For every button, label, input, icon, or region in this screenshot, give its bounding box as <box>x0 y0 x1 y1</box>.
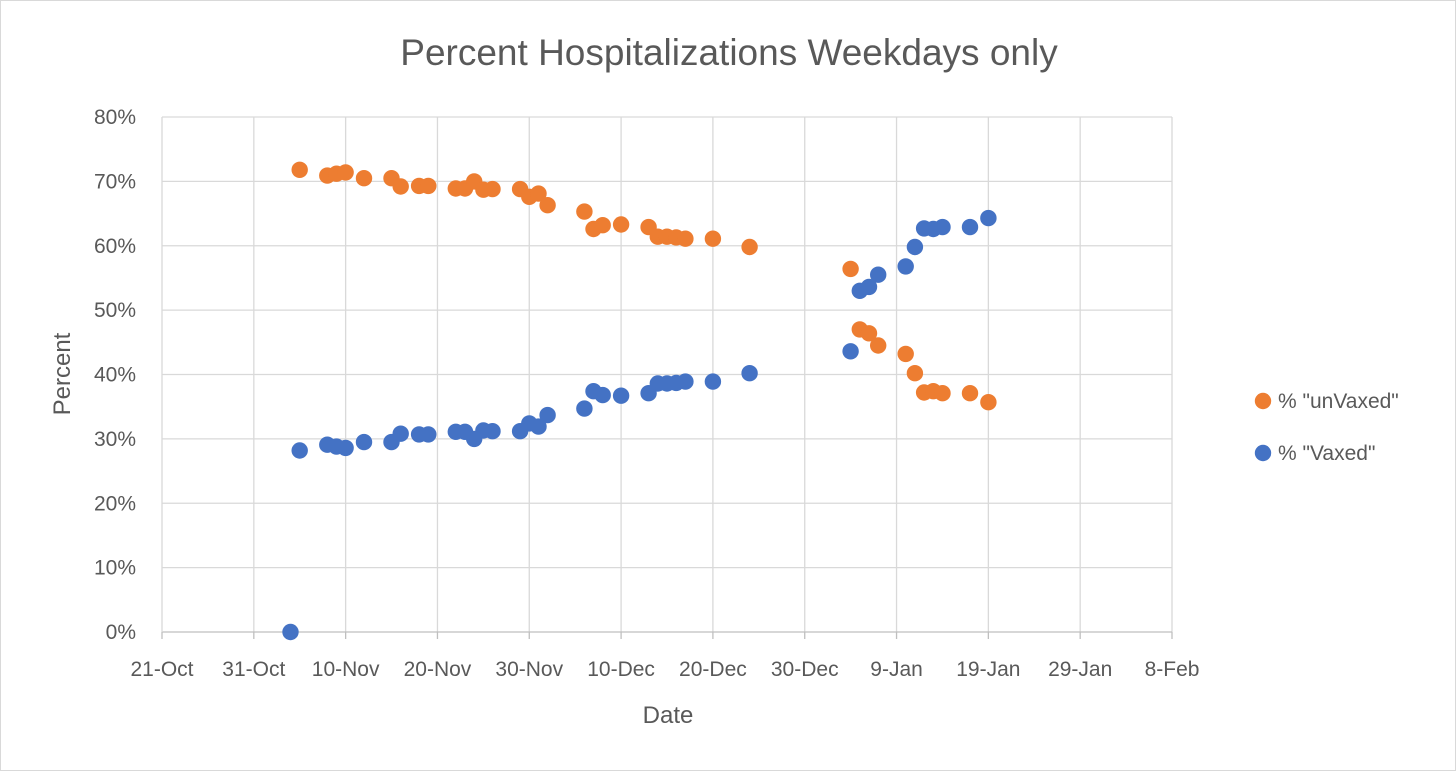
x-tick-label: 8-Feb <box>1145 658 1200 681</box>
data-point <box>576 203 593 220</box>
data-point <box>842 260 859 278</box>
x-tick-label: 30-Dec <box>771 658 839 681</box>
data-point <box>612 216 630 233</box>
data-point <box>337 164 354 181</box>
data-point <box>934 385 951 402</box>
chart-title: Percent Hospitalizations Weekdays only <box>400 32 1058 73</box>
data-point <box>392 178 409 195</box>
y-tick-label: 30% <box>94 428 136 451</box>
axes <box>161 117 1173 639</box>
legend-label: % "Vaxed" <box>1278 442 1375 465</box>
data-point <box>870 266 887 283</box>
x-tick-label: 20-Dec <box>679 658 747 681</box>
x-tick-label: 30-Nov <box>495 658 563 681</box>
gridlines <box>162 116 1173 632</box>
data-point <box>961 385 979 402</box>
data-point <box>392 425 409 442</box>
legend-label: % "unVaxed" <box>1278 390 1399 413</box>
x-axis-tick-labels: 21-Oct 31-Oct 10-Nov 20-Nov 30-Nov 10-Dec 20-D… <box>130 658 1199 681</box>
x-tick-label: 31-Oct <box>222 658 285 681</box>
y-tick-label: 70% <box>94 170 136 193</box>
data-point <box>420 177 437 195</box>
y-tick-label: 80% <box>94 106 136 129</box>
y-tick-label: 10% <box>94 557 136 580</box>
y-axis-title: Percent <box>49 332 76 415</box>
data-point <box>291 161 308 178</box>
data-point <box>484 180 501 198</box>
data-point <box>612 387 630 404</box>
y-tick-label: 40% <box>94 364 136 387</box>
data-point <box>741 365 758 382</box>
data-point <box>677 373 694 390</box>
data-point <box>594 217 611 234</box>
data-point <box>897 345 914 363</box>
legend-marker <box>1254 392 1272 410</box>
data-point <box>704 230 722 247</box>
legend-marker <box>1254 444 1272 462</box>
data-point <box>934 218 951 236</box>
legend: % "unVaxed" % "Vaxed" <box>1254 390 1399 465</box>
data-point <box>906 365 924 382</box>
data-point <box>961 218 979 236</box>
data-point <box>677 230 694 247</box>
data-point <box>355 433 373 451</box>
x-tick-label: 19-Jan <box>956 658 1020 681</box>
data-point <box>291 442 308 459</box>
data-point <box>741 238 758 256</box>
data-point <box>539 197 556 214</box>
series-unvaxed <box>291 161 997 411</box>
y-tick-label: 50% <box>94 299 136 322</box>
data-point <box>355 170 373 187</box>
series-vaxed <box>282 209 997 641</box>
x-tick-label: 21-Oct <box>130 658 193 681</box>
data-point <box>594 386 611 404</box>
data-point <box>282 623 299 641</box>
data-point <box>337 439 354 457</box>
data-point <box>530 185 547 202</box>
x-tick-label: 10-Dec <box>587 658 655 681</box>
data-point <box>870 337 887 354</box>
y-tick-label: 20% <box>94 492 136 515</box>
data-point <box>420 426 437 443</box>
data-points <box>282 161 997 641</box>
x-tick-label: 20-Nov <box>404 658 472 681</box>
data-point <box>897 258 914 275</box>
data-point <box>484 423 501 440</box>
data-point <box>576 400 593 417</box>
data-point <box>842 343 859 360</box>
data-point <box>860 278 878 296</box>
y-axis-tick-labels: 0% 10% 20% 30% 40% 50% 60% 70% 80% <box>94 106 136 644</box>
data-point <box>704 373 722 390</box>
data-point <box>906 238 924 256</box>
data-point <box>530 418 547 435</box>
data-point <box>980 394 997 411</box>
data-point <box>980 209 997 227</box>
x-tick-label: 10-Nov <box>312 658 380 681</box>
data-point <box>539 406 556 424</box>
x-tick-label: 29-Jan <box>1048 658 1112 681</box>
data-point <box>860 325 878 342</box>
y-tick-label: 60% <box>94 235 136 258</box>
x-tick-label: 9-Jan <box>870 658 923 681</box>
y-tick-label: 0% <box>106 621 136 644</box>
x-axis-title: Date <box>643 702 694 729</box>
